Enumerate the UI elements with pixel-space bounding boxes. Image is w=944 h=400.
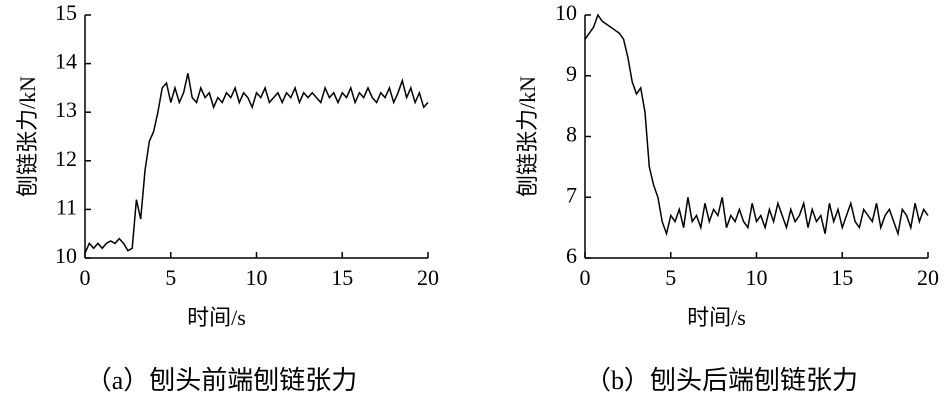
y-tick-label: 6 bbox=[566, 243, 577, 268]
x-tick-label: 5 bbox=[165, 265, 176, 290]
x-tick-label: 15 bbox=[831, 265, 853, 290]
y-axis-label: 刨链张力/kN bbox=[515, 76, 540, 197]
y-tick-label: 13 bbox=[55, 97, 77, 122]
x-tick-label: 0 bbox=[580, 265, 591, 290]
x-tick-label: 15 bbox=[331, 265, 353, 290]
x-axis-label: 时间/s bbox=[687, 305, 746, 330]
x-tick-label: 0 bbox=[80, 265, 91, 290]
caption: （a）刨头前端刨链张力 bbox=[86, 366, 358, 395]
y-tick-label: 11 bbox=[56, 194, 77, 219]
y-tick-label: 7 bbox=[566, 182, 577, 207]
x-tick-label: 20 bbox=[417, 265, 439, 290]
x-axis-label: 时间/s bbox=[187, 305, 246, 330]
x-tick-label: 10 bbox=[746, 265, 768, 290]
x-tick-label: 20 bbox=[917, 265, 939, 290]
y-tick-label: 15 bbox=[55, 0, 77, 25]
caption: （b）刨头后端刨链张力 bbox=[585, 366, 858, 395]
y-tick-label: 12 bbox=[55, 146, 77, 171]
y-tick-label: 10 bbox=[55, 243, 77, 268]
data-line bbox=[584, 13, 929, 237]
x-tick-label: 10 bbox=[246, 265, 268, 290]
y-tick-label: 14 bbox=[55, 49, 77, 74]
y-tick-label: 9 bbox=[566, 61, 577, 86]
x-tick-label: 5 bbox=[665, 265, 676, 290]
y-tick-label: 10 bbox=[555, 0, 577, 25]
y-tick-label: 8 bbox=[566, 122, 577, 147]
y-axis-label: 刨链张力/kN bbox=[15, 76, 40, 197]
data-line bbox=[84, 73, 429, 254]
